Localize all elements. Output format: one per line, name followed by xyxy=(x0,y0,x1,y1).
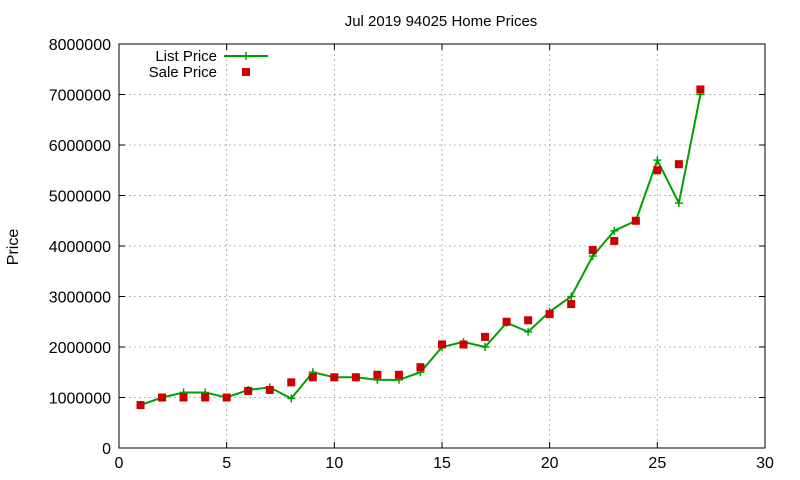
sale-price-point-3 xyxy=(179,393,188,402)
sale-price-point-4 xyxy=(201,393,210,402)
sale-price-point-11 xyxy=(351,373,360,382)
y-tick-label-7000000: 7000000 xyxy=(49,88,111,105)
grid-lines xyxy=(119,44,765,448)
sale-price-point-26 xyxy=(674,160,683,169)
series-list-price xyxy=(136,90,705,410)
x-tick-label-30: 30 xyxy=(756,455,774,472)
y-tick-label-6000000: 6000000 xyxy=(49,138,111,155)
y-tick-label-0: 0 xyxy=(102,441,111,458)
x-tick-label-15: 15 xyxy=(433,455,451,472)
sale-price-point-16 xyxy=(459,340,468,349)
sale-price-point-18 xyxy=(502,317,511,326)
sale-price-point-13 xyxy=(394,370,403,379)
sale-price-point-22 xyxy=(588,246,597,255)
sale-price-point-17 xyxy=(481,332,490,341)
legend-label-list-price: List Price xyxy=(155,48,217,65)
sale-price-point-25 xyxy=(653,166,662,175)
legend-marker-list-price xyxy=(242,52,250,60)
legend: List Price Sale Price xyxy=(149,48,268,81)
chart-title: Jul 2019 94025 Home Prices xyxy=(345,13,538,30)
y-tick-label-8000000: 8000000 xyxy=(49,37,111,54)
sale-price-point-19 xyxy=(524,316,533,325)
y-tick-label-2000000: 2000000 xyxy=(49,340,111,357)
list-price-point-21 xyxy=(567,292,576,301)
x-tick-label-0: 0 xyxy=(115,455,124,472)
list-price-point-23 xyxy=(610,226,619,235)
sale-price-point-1 xyxy=(136,401,145,410)
y-tick-label-5000000: 5000000 xyxy=(49,189,111,206)
sale-price-point-10 xyxy=(330,373,339,382)
sale-price-point-21 xyxy=(567,300,576,309)
sale-price-point-12 xyxy=(373,370,382,379)
sale-price-point-27 xyxy=(696,85,705,94)
sale-price-point-2 xyxy=(158,393,167,402)
sale-price-point-15 xyxy=(438,340,446,349)
x-tick-label-25: 25 xyxy=(648,455,666,472)
sale-price-point-9 xyxy=(308,373,317,382)
y-tick-label-3000000: 3000000 xyxy=(49,290,111,307)
sale-price-point-8 xyxy=(287,378,296,387)
list-price-point-8 xyxy=(287,394,296,403)
sale-price-point-6 xyxy=(244,386,253,395)
y-axis-label: Price xyxy=(5,229,22,266)
x-tick-label-5: 5 xyxy=(222,455,231,472)
sale-price-point-14 xyxy=(416,363,425,372)
legend-marker-sale-price xyxy=(242,68,250,76)
sale-price-point-7 xyxy=(265,385,274,394)
x-tick-label-20: 20 xyxy=(541,455,559,472)
list-price-point-19 xyxy=(524,327,533,336)
y-tick-label-1000000: 1000000 xyxy=(49,391,111,408)
sale-price-point-24 xyxy=(631,216,640,225)
x-tick-label-10: 10 xyxy=(325,455,343,472)
list-price-point-17 xyxy=(481,343,490,351)
sale-price-point-23 xyxy=(610,236,619,245)
axis-ticks: 0 5 10 15 20 25 30 0 1000000 2000000 3000000 400000… xyxy=(49,37,774,472)
list-price-point-25 xyxy=(653,156,662,165)
list-price-point-26 xyxy=(674,199,683,208)
series-layer xyxy=(136,85,705,410)
series-sale-price xyxy=(136,85,705,410)
sale-price-point-20 xyxy=(545,310,554,319)
series-line-list-price xyxy=(140,94,702,407)
sale-price-point-5 xyxy=(222,393,231,402)
legend-label-sale-price: Sale Price xyxy=(149,64,217,81)
y-tick-label-4000000: 4000000 xyxy=(49,239,111,256)
